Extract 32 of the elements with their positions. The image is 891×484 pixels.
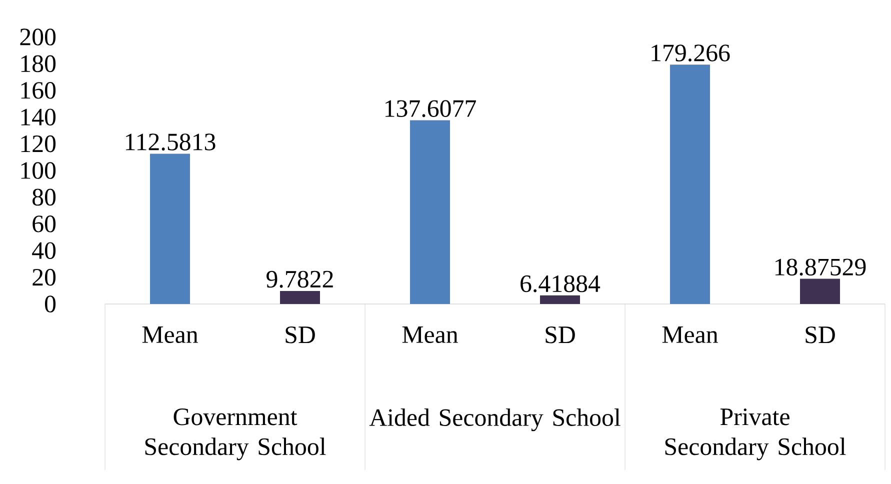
y-tick-label: 20 xyxy=(32,268,56,286)
x-tick-label: SD xyxy=(546,326,575,344)
bar xyxy=(280,290,320,304)
y-tick-label: 0 xyxy=(44,296,56,312)
y-tick-label: 40 xyxy=(32,242,56,260)
text: Private Secondary School xyxy=(665,408,846,460)
y-tick-label: 140 xyxy=(21,108,56,126)
y-tick-label: 160 xyxy=(21,82,56,99)
y-tick-label: 80 xyxy=(32,188,56,206)
y-tick-label: 120 xyxy=(21,135,56,152)
data-label: 179.266 xyxy=(652,44,730,62)
y-tick-label: 60 xyxy=(32,216,56,232)
text: Aided Secondary School xyxy=(369,408,620,432)
x-tick-label: Mean xyxy=(142,326,198,344)
data-label: 18.87529 xyxy=(775,258,866,276)
data-label: 112.5813 xyxy=(126,134,216,151)
data-label: 9.7822 xyxy=(266,270,333,288)
x-tick-label: SD xyxy=(286,326,315,344)
bar xyxy=(800,278,840,304)
y-tick-label: 200 xyxy=(20,28,56,46)
data-label: 137.6077 xyxy=(385,100,476,118)
data-label: 6.41884 xyxy=(520,275,600,292)
bar xyxy=(150,154,190,304)
bar xyxy=(410,120,450,304)
y-tick-label: 180 xyxy=(21,55,56,72)
y-tick-label: 100 xyxy=(21,162,56,179)
x-tick-label: Mean xyxy=(662,326,718,344)
bar xyxy=(540,295,580,304)
text: Government Secondary School xyxy=(145,408,326,460)
x-tick-label: SD xyxy=(806,326,835,344)
x-tick-label: Mean xyxy=(402,326,458,344)
bar xyxy=(670,64,710,304)
